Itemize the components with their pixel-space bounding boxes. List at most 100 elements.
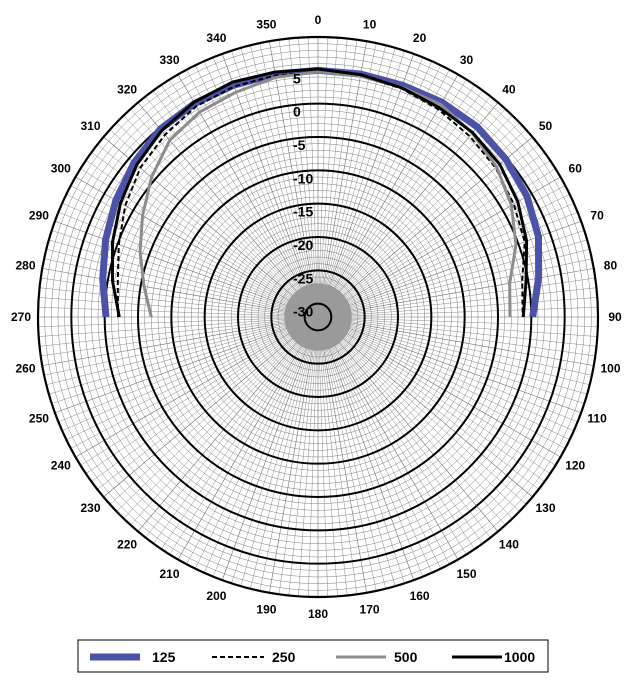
angle-tick-label: 110: [587, 412, 607, 426]
grid-spoke: [298, 316, 319, 597]
grid-spoke: [123, 316, 319, 519]
angle-tick-label: 100: [600, 362, 620, 376]
angle-tick-label: 80: [604, 258, 618, 272]
grid-spoke: [269, 316, 319, 593]
grid-spoke: [221, 316, 319, 581]
angle-tick-label: 230: [80, 501, 100, 515]
grid-spoke: [317, 268, 594, 318]
angle-tick-label: 200: [206, 589, 226, 603]
grid-spoke: [317, 316, 459, 560]
grid-center-disk: [284, 283, 352, 351]
grid-spoke: [317, 316, 377, 591]
polar-grid: [36, 35, 600, 599]
radial-labels: 5 0 -5 -10 -15 -20 -25 -30: [293, 70, 313, 319]
grid-circle-major: [203, 202, 433, 432]
series-line-1000: [111, 67, 529, 318]
angle-tick-label: 140: [499, 538, 519, 552]
grid-spoke: [317, 316, 520, 512]
radial-tick-label: -5: [293, 137, 306, 153]
radial-tick-label: -30: [293, 304, 313, 320]
legend-label-125: 125: [152, 649, 176, 665]
grid-circle-major: [170, 169, 466, 465]
grid-spoke: [317, 316, 348, 596]
grid-circle-major: [303, 302, 333, 332]
grid-spoke: [317, 316, 592, 376]
grid-spoke: [54, 220, 319, 318]
grid-spoke: [38, 297, 319, 318]
angle-tick-label: 130: [535, 501, 555, 515]
grid-spoke: [75, 316, 319, 458]
grid-spoke: [317, 37, 338, 318]
grid-spoke: [259, 316, 319, 591]
grid-spoke: [44, 258, 319, 318]
grid-spoke: [317, 316, 594, 366]
grid-spoke: [317, 316, 513, 519]
grid-spoke: [177, 316, 319, 560]
grid-circle-major: [237, 236, 399, 398]
grid-spoke: [317, 53, 415, 318]
angle-tick-label: 320: [117, 82, 137, 96]
grid-spoke: [38, 316, 319, 337]
grid-circle-major: [270, 269, 366, 365]
grid-spoke: [39, 287, 319, 318]
angle-tick-label: 220: [117, 538, 137, 552]
angle-tick-label: 300: [51, 162, 71, 176]
angle-tick-label: 280: [15, 258, 35, 272]
series-layer: [99, 66, 543, 318]
angle-tick-label: 120: [565, 459, 585, 473]
angle-tick-label: 180: [308, 607, 328, 621]
angle-tick-label: 70: [590, 208, 604, 222]
angle-labels: 0 102030405060708090100110120130140150160…: [11, 13, 622, 621]
grid-spoke: [317, 316, 582, 414]
angle-tick-label: 350: [256, 18, 276, 32]
angle-tick-label: 270: [11, 310, 31, 324]
angle-tick-label: 170: [360, 602, 380, 616]
legend-label-250: 250: [272, 649, 296, 665]
angle-tick-label: 260: [15, 362, 35, 376]
angle-tick-label: 290: [29, 208, 49, 222]
radial-tick-label: -20: [293, 237, 313, 253]
grid-spoke: [54, 316, 319, 414]
grid-spoke: [39, 316, 319, 347]
radial-tick-label: 0: [293, 104, 301, 120]
angle-tick-label: 60: [569, 162, 583, 176]
grid-spoke: [317, 43, 377, 318]
grid-spoke: [317, 297, 598, 318]
angle-tick-label: 40: [502, 82, 516, 96]
angle-tick-label: 310: [80, 119, 100, 133]
angle-tick-label: 0: [315, 13, 322, 27]
grid-spoke: [42, 316, 319, 366]
grid-circle-major: [137, 136, 499, 498]
angle-tick-label: 150: [456, 567, 476, 581]
grid-spoke: [317, 316, 367, 593]
series-line-500: [138, 70, 518, 318]
radial-tick-label: -10: [293, 170, 313, 186]
grid-spoke: [123, 115, 319, 318]
legend: 125 250 500 1000: [77, 639, 549, 673]
angle-tick-label: 90: [608, 310, 622, 324]
grid-spoke: [317, 316, 415, 581]
grid-spoke: [116, 316, 319, 512]
grid-spoke: [317, 316, 597, 347]
radial-tick-label: 5: [293, 70, 301, 86]
grid-spoke: [317, 258, 592, 318]
angle-tick-label: 30: [460, 53, 474, 67]
grid-spoke: [42, 268, 319, 318]
angle-tick-label: 210: [159, 567, 179, 581]
angle-tick-label: 250: [29, 412, 49, 426]
grid-spoke: [317, 316, 338, 597]
grid-spoke: [288, 316, 319, 596]
radial-tick-label: -25: [293, 270, 313, 286]
legend-label-500: 500: [394, 649, 418, 665]
grid-spoke: [317, 287, 597, 318]
legend-label-1000: 1000: [504, 649, 535, 665]
angle-tick-label: 240: [51, 459, 71, 473]
grid-spoke: [317, 74, 459, 318]
legend-box: [77, 639, 549, 673]
angle-tick-label: 20: [413, 31, 427, 45]
radial-tick-label: -15: [293, 204, 313, 220]
grid-spoke: [317, 41, 367, 318]
grid-outer-circle: [36, 35, 600, 599]
angle-tick-label: 340: [206, 31, 226, 45]
